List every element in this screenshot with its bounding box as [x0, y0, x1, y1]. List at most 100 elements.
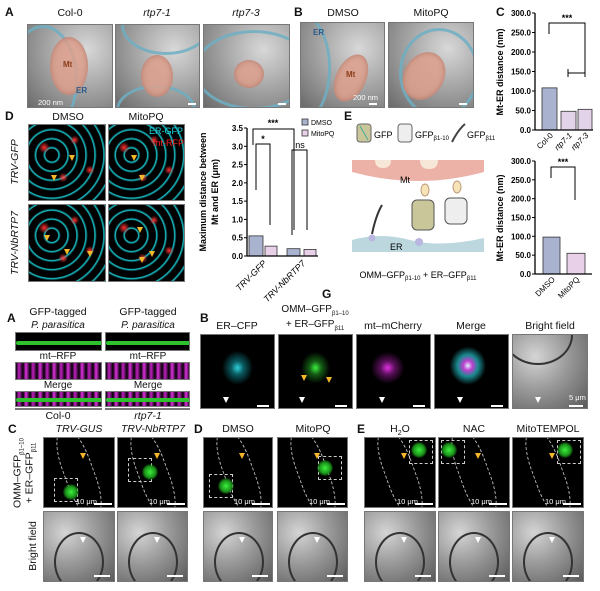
- y-tick-label: 200.0: [511, 48, 532, 57]
- confocal-trv-gfp-mitopq: ER-GFP mt-RFP: [108, 124, 185, 201]
- x-tick-label: MitoPQ: [556, 275, 581, 300]
- arrowhead-icon: [137, 227, 143, 233]
- y-tick-label: 0.0: [520, 270, 532, 279]
- group-label-col0: Col-0: [45, 410, 71, 422]
- gfp-signal: [441, 442, 457, 458]
- scale-bar-label: 10 μm: [545, 497, 566, 506]
- arrowhead-icon: [139, 175, 145, 181]
- scale-bar-label: 200 nm: [38, 98, 64, 107]
- row-label-merge: Merge: [43, 380, 73, 391]
- bar-trv-nbrtp7-mitopq: [303, 249, 317, 257]
- cell-wall: [513, 335, 573, 365]
- y-tick-label: 100.0: [511, 232, 532, 241]
- cell-wall: [375, 532, 425, 581]
- legend-swatch-mitopq: [301, 129, 309, 137]
- cell-wall: [54, 532, 104, 581]
- split-gfp-image-trv-nbrtp7: 10 μm: [117, 437, 188, 508]
- y-tick-label: 250.0: [511, 176, 532, 185]
- scale-bar: [563, 503, 581, 505]
- arrowhead-icon: [139, 257, 145, 263]
- scale-bar-label: 10 μm: [471, 497, 492, 506]
- omm-gfp-text: OMM–GFP: [11, 454, 24, 508]
- y-tick-label: 3.5: [232, 124, 244, 133]
- x-tick-label: DMSO: [534, 275, 557, 298]
- gfp-b1-10-label: GFPβ1-10: [415, 130, 450, 142]
- arrowhead-icon: [239, 537, 245, 543]
- significance-label: ns: [295, 140, 305, 150]
- gfp-signal: [218, 478, 234, 494]
- significance-bracket: [550, 166, 576, 200]
- title-trv-nbrtp7: TRV-NbRTP7: [121, 423, 185, 435]
- er-outline: [399, 28, 473, 107]
- title-nac: NAC: [462, 423, 486, 435]
- arrowhead-icon: [326, 377, 332, 383]
- bright-field-image-trv-gus: [43, 511, 115, 582]
- bright-field-image-mitopq: [277, 511, 348, 582]
- arrowhead-icon: [153, 453, 160, 459]
- header-p-parasitica: P. parasitica: [31, 320, 85, 331]
- y-tick-label: 0.5: [232, 234, 244, 243]
- title-bright-field: Bright field: [525, 320, 575, 332]
- arrowhead-icon: [64, 249, 70, 255]
- arrowhead-icon: [87, 251, 93, 257]
- scale-bar: [413, 405, 425, 407]
- scale-bar-label: 10 μm: [76, 497, 97, 506]
- y-axis-label: Mt-ER distance (nm): [495, 174, 505, 261]
- arrowhead-icon: [239, 453, 245, 459]
- y-tick-label: 1.0: [232, 215, 244, 224]
- title-trv-gus: TRV-GUS: [55, 423, 103, 435]
- bar-trv-gfp-dmso: [248, 235, 264, 257]
- arrowhead-icon: [44, 235, 50, 241]
- omm-anchor: [452, 180, 462, 194]
- y-tick-label: 2.5: [232, 161, 244, 170]
- title-omm-gfp: OMM–GFPβ1–10: [281, 304, 348, 317]
- arrowhead-icon: [223, 397, 229, 403]
- title-dmso: DMSO: [222, 423, 254, 435]
- gfp-signal: [411, 442, 427, 458]
- omm-anchor: [420, 183, 430, 197]
- reconstituted-gfp-icon: [411, 199, 435, 231]
- group-underline: [15, 408, 102, 410]
- y-tick-label: 0.0: [520, 126, 532, 135]
- header-gfp-tagged: GFP-tagged: [119, 306, 177, 318]
- y-tick-label: 300.0: [511, 9, 532, 18]
- y-tick-label: 150.0: [511, 68, 532, 77]
- bright-field-image-dmso: [203, 511, 273, 582]
- er-anchor: [368, 234, 376, 242]
- arrowhead-icon: [51, 175, 57, 181]
- x-tick-label: TRV-GFP: [234, 258, 269, 293]
- arrowhead-icon: [299, 397, 305, 403]
- er-label: ER: [76, 86, 88, 95]
- title-dmso: DMSO: [52, 111, 84, 123]
- scale-bar: [94, 503, 112, 505]
- title-mitopq: MitoPQ: [128, 111, 164, 123]
- scale-bar: [489, 575, 505, 577]
- bright-field-image-nac: [438, 511, 510, 582]
- y-tick-label: 250.0: [511, 29, 532, 38]
- scale-bar: [327, 575, 343, 577]
- x-tick-label: Col-0: [535, 131, 555, 151]
- title-col0: Col-0: [57, 7, 83, 19]
- gfp-label: GFP: [374, 130, 393, 140]
- merge-col0: [15, 391, 102, 407]
- arrowhead-icon: [475, 453, 481, 459]
- significance-bracket: [548, 22, 586, 73]
- panel-label-c: C: [496, 5, 505, 19]
- panel-label-a2: A: [7, 311, 16, 325]
- row-label-bright-field: Bright field: [27, 521, 40, 571]
- cell-wall: [288, 532, 338, 581]
- mt-label: Mt: [346, 70, 356, 79]
- mitochondrion: [141, 55, 173, 97]
- title-merge: Merge: [456, 320, 486, 332]
- h2o-h: H: [390, 423, 398, 435]
- scale-bar-label: 200 nm: [353, 93, 379, 102]
- legend-swatch-dmso: [301, 118, 309, 126]
- gfp-diagram: GFP GFPβ1-10 GFPβ11 Mt ER OMM–GFPβ1-10 +…: [352, 123, 496, 282]
- mitochondrion: [50, 37, 88, 95]
- panel-label-c2: C: [8, 422, 17, 436]
- split-gfp-image-mitopq: 10 μm: [277, 437, 348, 508]
- title-h2o: H2O: [390, 423, 410, 437]
- chart-mt-er-distance-treatment: DMSO MitoPQ 0.0 50.0 100.0 150.0 200.0 250.0 300…: [495, 157, 592, 300]
- em-image-rtp7-1: [115, 24, 200, 108]
